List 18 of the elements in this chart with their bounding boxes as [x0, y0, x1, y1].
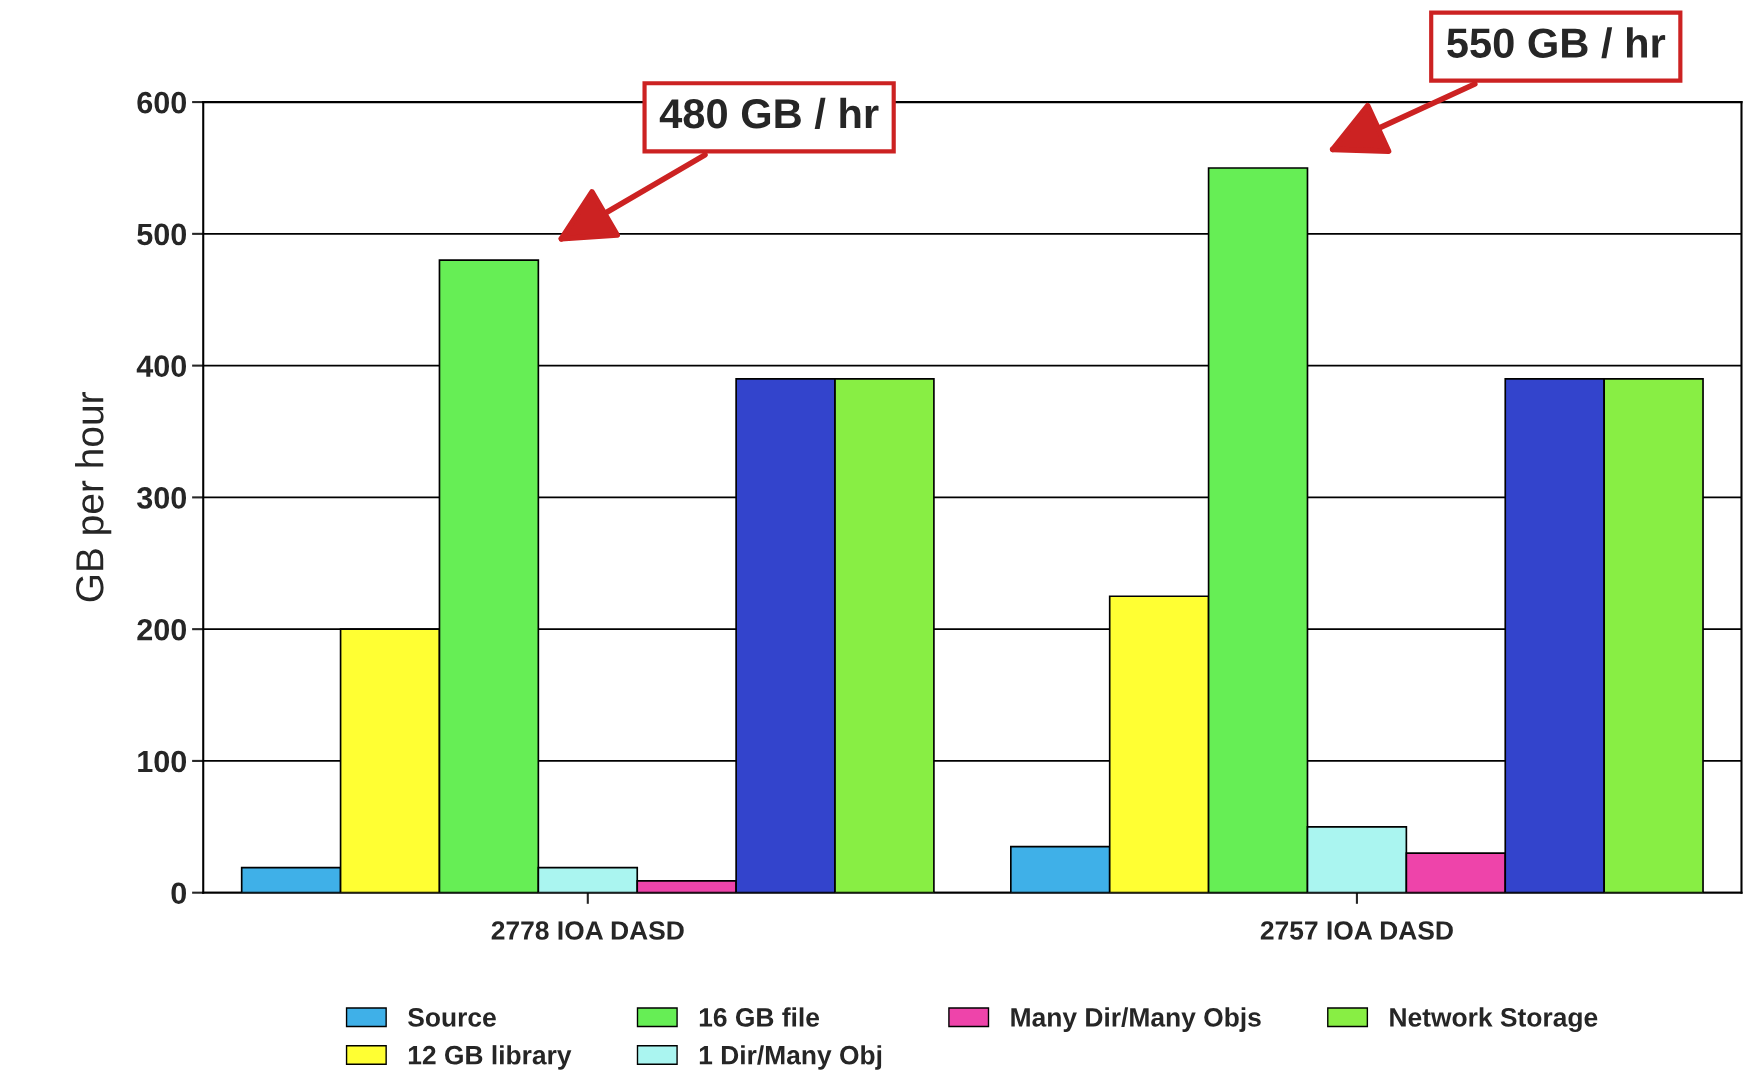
- legend-label: Network Storage: [1390, 1007, 1598, 1033]
- annotation: 480 GB / hr: [659, 97, 879, 129]
- legend-label: 16 GB file: [699, 1007, 820, 1027]
- y-tick-label: 600: [137, 91, 187, 114]
- y-tick-label: 200: [137, 618, 187, 641]
- y-tick-label: 0: [171, 882, 187, 905]
- legend-label: 12 GB library: [408, 1045, 572, 1070]
- y-tick-label: 300: [136, 487, 187, 509]
- y-tick-label: 400: [136, 355, 187, 377]
- x-tick-label: 2757 IOA DASD: [1260, 921, 1453, 940]
- y-tick-label: 500: [137, 223, 187, 246]
- y-axis-title: GB per hour: [75, 392, 112, 602]
- legend-label: Source: [408, 1008, 496, 1027]
- x-tick-label: 2778 IOA DASD: [491, 921, 684, 940]
- text: 550 GB / hr: [1447, 27, 1666, 59]
- legend-label: 1 Dir/Many Obj: [699, 1045, 882, 1070]
- legend-label: Many Dir/Many Objs: [1011, 1007, 1261, 1032]
- y-tick-label: 100: [138, 750, 187, 773]
